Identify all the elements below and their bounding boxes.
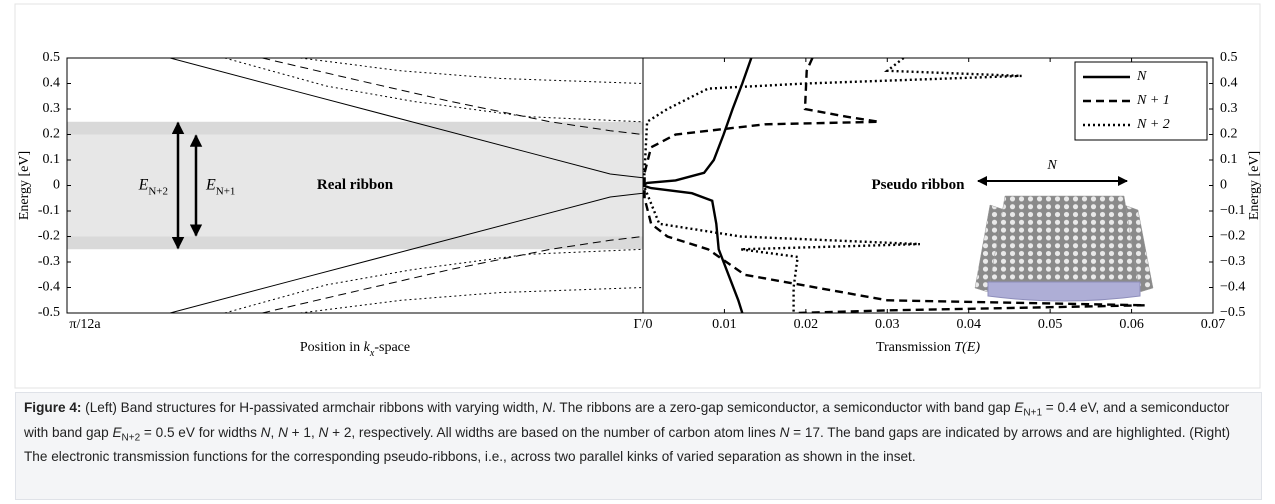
annotation: Real ribbon xyxy=(317,177,394,193)
gap-layer xyxy=(67,121,643,250)
series-layer xyxy=(169,58,643,313)
gap-label: EN+2 xyxy=(138,176,168,197)
inset-label: N xyxy=(1046,158,1057,173)
caption-text: N xyxy=(318,424,329,440)
x-axis-label: Position in kx-space xyxy=(300,340,410,359)
caption-label: Figure 4: xyxy=(24,400,82,415)
x-tick-label: Γ/0 xyxy=(634,317,653,332)
y2-axis-label: Energy [eV] xyxy=(1247,151,1262,220)
caption-text: + 1, xyxy=(287,424,319,440)
y-tick-label: -0.2 xyxy=(38,229,60,244)
annotation: Pseudo ribbon xyxy=(872,177,966,193)
gap-subscript: N+2 xyxy=(148,185,168,197)
curve xyxy=(169,192,643,313)
y-tick-label: 0.2 xyxy=(43,127,61,142)
y-tick-label: 0.5 xyxy=(43,50,61,65)
x-tick-label: 0.01 xyxy=(712,317,737,332)
gap-symbol: E xyxy=(138,176,149,193)
y-tick-label: 0.5 xyxy=(1220,50,1238,65)
x-tick-label: 0.07 xyxy=(1201,317,1226,332)
y-tick-label: 0 xyxy=(53,178,60,193)
legend-label: N + 1 xyxy=(1136,93,1170,108)
y-tick-label: -0.1 xyxy=(38,203,60,218)
gap-symbol: E xyxy=(205,176,216,193)
y-tick-label: 0.4 xyxy=(1220,76,1238,91)
y-tick-label: 0.1 xyxy=(43,152,61,167)
gap-label: EN+1 xyxy=(205,176,235,197)
figure: 0.5 0.4 0.3 0.2 0.1 0 -0.1 -0.2 -0.3 -0.4 -0.5 π/12… xyxy=(14,3,1262,389)
caption-text: N xyxy=(260,424,271,440)
x-axis-label-part: -space xyxy=(374,340,410,355)
y-tick-label: −0.2 xyxy=(1220,229,1245,244)
y-tick-label: 0.4 xyxy=(43,76,61,91)
curve xyxy=(643,58,1022,313)
x-axis-label: Transmission T(E) xyxy=(876,340,980,355)
inset-substrate xyxy=(987,281,1141,302)
x-tick-label: 0.03 xyxy=(875,317,900,332)
caption-text: N xyxy=(779,424,790,440)
y-tick-label: -0.3 xyxy=(38,254,60,269)
caption-text: N+2 xyxy=(121,432,141,444)
caption-text: (Left) Band structures for H-passivated … xyxy=(81,400,543,415)
x-tick-label: 0.06 xyxy=(1119,317,1144,332)
x-axis-label-part: Transmission xyxy=(876,340,954,355)
gap-region xyxy=(67,134,643,237)
curve xyxy=(300,58,643,84)
y-tick-label: 0 xyxy=(1220,178,1227,193)
caption-text: N+1 xyxy=(1023,407,1043,419)
curve xyxy=(643,58,1146,313)
x-axis-label-part: Position in xyxy=(300,340,364,355)
caption-text: E xyxy=(112,424,122,440)
caption-text: = 0.5 eV for widths xyxy=(140,424,261,440)
curve xyxy=(224,248,643,313)
x-tick-label: 0.04 xyxy=(956,317,981,332)
curve xyxy=(169,58,643,179)
y-tick-label: −0.3 xyxy=(1220,254,1245,269)
caption-text: = 0.4 eV, and a semiconductor with band … xyxy=(24,400,1230,440)
plot-layer: 0.5 0.4 0.3 0.2 0.1 0 -0.1 -0.2 -0.3 -0.4 -0.5 π/12… xyxy=(17,50,1262,359)
x-tick-label: π/12a xyxy=(69,317,101,332)
legend-label: N + 2 xyxy=(1136,117,1170,132)
caption-text: N xyxy=(542,400,553,415)
y-tick-label: 0.3 xyxy=(1220,101,1238,116)
y-tick-label: −0.1 xyxy=(1220,203,1245,218)
caption-text: N xyxy=(278,424,288,440)
caption-text: + 2, respectively. All widths are based … xyxy=(328,424,780,440)
inset xyxy=(974,176,1154,302)
x-axis-label-part: k xyxy=(364,340,371,355)
gap-subscript: N+1 xyxy=(216,185,236,197)
inset-ribbon xyxy=(989,195,1139,283)
x-tick-label: 0.02 xyxy=(794,317,819,332)
y-axis-label: Energy [eV] xyxy=(17,151,32,220)
y-tick-label: -0.5 xyxy=(38,305,60,320)
legend-label: N xyxy=(1136,69,1147,84)
y-tick-label: 0.1 xyxy=(1220,152,1238,167)
x-axis-label-part: x xyxy=(369,348,375,359)
curve xyxy=(300,287,643,313)
caption-text: = 17. The band gaps are indicated by arr… xyxy=(24,424,1231,465)
curve xyxy=(224,58,643,123)
x-tick-label: 0.05 xyxy=(1038,317,1063,332)
curve xyxy=(643,58,753,313)
caption: Figure 4: (Left) Band structures for H-p… xyxy=(15,392,1262,500)
y-tick-label: 0.3 xyxy=(43,101,61,116)
y-tick-label: 0.2 xyxy=(1220,127,1238,142)
figure-border xyxy=(14,3,1261,389)
y-tick-label: -0.4 xyxy=(38,280,60,295)
series-layer xyxy=(643,58,1146,313)
y-tick-label: −0.4 xyxy=(1220,280,1245,295)
y-tick-label: −0.5 xyxy=(1220,305,1245,320)
caption-text: E xyxy=(1014,400,1024,415)
x-axis-label-part: T(E) xyxy=(954,340,980,355)
caption-text: , xyxy=(270,424,279,440)
caption-text: . The ribbons are a zero-gap semiconduct… xyxy=(552,400,1015,415)
